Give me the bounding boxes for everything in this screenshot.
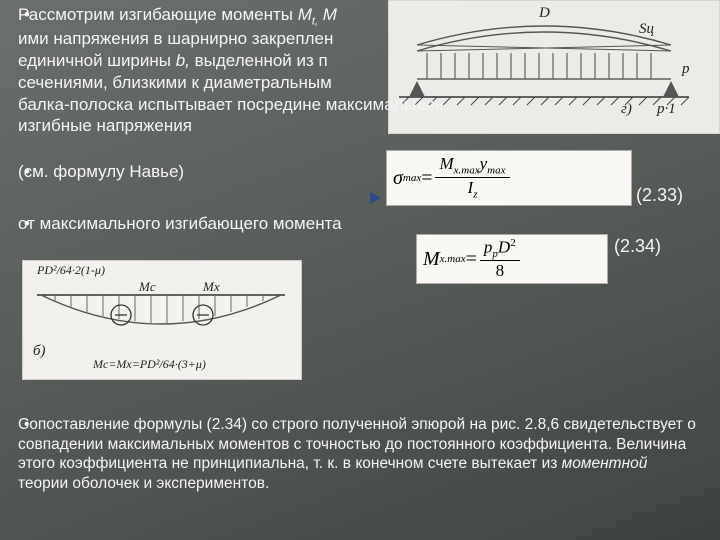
figure-bottom-moment: б) Mс Mx PD²/64·2(1-μ) Mс=Mx=PD²/64·(3+μ…	[22, 260, 302, 380]
p1-l5: балка-полоска испытывает посредине макси…	[18, 95, 444, 114]
fig-top-label-S: Sц	[639, 21, 654, 38]
paragraph-2: • Сопоставление формулы (2.34) со строго…	[18, 415, 698, 493]
p1-l6: изгибные напряжения	[18, 116, 192, 135]
p1-var-b: b,	[176, 51, 190, 70]
p2-em: моментной	[562, 455, 648, 472]
p1-l3a: единичной ширины	[18, 51, 176, 70]
fig-top-letter: г)	[621, 101, 632, 118]
p1-l2: ими напряжения в шарнирно закреплен	[18, 29, 333, 48]
f233-lhs: σ	[393, 167, 403, 190]
fig-bot-right: Mс=Mx=PD²/64·(3+μ)	[93, 357, 206, 372]
paragraph-1: • Рассмотрим изгибающие моменты Mt, M им…	[18, 4, 520, 137]
fig-bot-Mx: Mx	[203, 279, 220, 295]
eq-2-34-number: (2.34)	[614, 236, 661, 257]
p2-t2: теории оболочек и экспериментов.	[18, 475, 269, 492]
formula-2-34: Mx.max = ppD2 8	[416, 234, 608, 284]
p1-l3b: выделенной из п	[190, 51, 328, 70]
navier-line: • (см. формулу Навье)	[18, 161, 184, 183]
p1-l4: сечениями, близкими к диаметральным	[18, 73, 332, 92]
formula-2-33: σmax = Mx.maxymax Iz	[386, 150, 632, 206]
fig-bot-left: PD²/64·2(1-μ)	[37, 263, 105, 278]
from-max-line: • от максимального изгибающего момента	[18, 213, 342, 235]
arrow-icon	[370, 192, 381, 204]
bullet-icon: •	[24, 4, 30, 26]
bullet-icon: •	[24, 415, 29, 435]
p1-l1a: Рассмотрим изгибающие моменты	[18, 5, 298, 24]
p1-var-Mt: Mt, M	[298, 5, 337, 24]
fig-bot-letter: б)	[33, 343, 46, 360]
fig-top-label-D: D	[539, 5, 550, 22]
eq-2-33-number: (2.33)	[636, 185, 683, 206]
fig-top-label-p1: p·1	[657, 101, 676, 118]
bullet-icon: •	[24, 213, 30, 235]
fig-bot-Mc: Mс	[139, 279, 156, 295]
fig-top-label-p: p	[682, 61, 690, 78]
bullet-icon: •	[24, 161, 30, 183]
